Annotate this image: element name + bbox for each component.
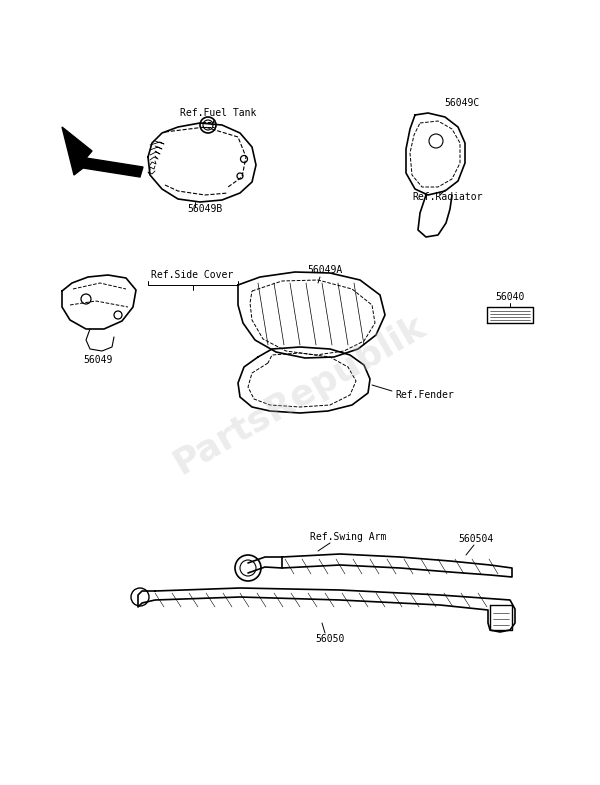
Polygon shape bbox=[62, 127, 143, 177]
Text: 56049A: 56049A bbox=[307, 265, 343, 275]
Text: 56049C: 56049C bbox=[445, 98, 479, 108]
Text: 56040: 56040 bbox=[496, 292, 524, 302]
Text: Ref.Swing Arm: Ref.Swing Arm bbox=[310, 532, 386, 542]
Text: 56049: 56049 bbox=[83, 355, 113, 365]
Text: 56050: 56050 bbox=[316, 634, 344, 644]
Text: PartsRepublik: PartsRepublik bbox=[168, 309, 432, 481]
Text: 560504: 560504 bbox=[458, 534, 494, 544]
Text: Ref.Fender: Ref.Fender bbox=[395, 390, 454, 400]
Text: Ref.Side Cover: Ref.Side Cover bbox=[151, 270, 233, 280]
Text: Ref.Radiator: Ref.Radiator bbox=[413, 192, 483, 202]
Text: Ref.Fuel Tank: Ref.Fuel Tank bbox=[180, 108, 256, 118]
Text: 56049B: 56049B bbox=[187, 204, 223, 214]
